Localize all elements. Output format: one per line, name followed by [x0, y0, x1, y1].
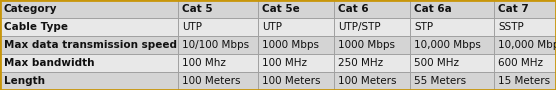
Bar — [0, 72, 556, 90]
Text: Max data transmission speed: Max data transmission speed — [4, 40, 177, 50]
Text: Length: Length — [4, 76, 45, 86]
Text: Cat 5: Cat 5 — [182, 4, 212, 14]
Text: UTP: UTP — [182, 22, 202, 32]
Text: UTP/STP: UTP/STP — [338, 22, 381, 32]
Text: Max bandwidth: Max bandwidth — [4, 58, 95, 68]
Text: 500 MHz: 500 MHz — [414, 58, 459, 68]
Text: 10/100 Mbps: 10/100 Mbps — [182, 40, 249, 50]
Text: Cat 7: Cat 7 — [498, 4, 529, 14]
Bar — [0, 54, 556, 72]
Bar — [0, 0, 556, 18]
Text: Cat 6a: Cat 6a — [414, 4, 451, 14]
Text: 250 MHz: 250 MHz — [338, 58, 383, 68]
Text: 100 MHz: 100 MHz — [262, 58, 307, 68]
Text: STP: STP — [414, 22, 433, 32]
Bar — [0, 36, 556, 54]
Text: 10,000 Mbps: 10,000 Mbps — [414, 40, 481, 50]
Text: 10,000 Mbps: 10,000 Mbps — [498, 40, 556, 50]
Text: UTP: UTP — [262, 22, 282, 32]
Text: 600 MHz: 600 MHz — [498, 58, 543, 68]
Text: 1000 Mbps: 1000 Mbps — [338, 40, 395, 50]
Bar — [0, 18, 556, 36]
Text: 100 Meters: 100 Meters — [338, 76, 396, 86]
Text: 100 Mhz: 100 Mhz — [182, 58, 226, 68]
Text: 55 Meters: 55 Meters — [414, 76, 466, 86]
Text: 100 Meters: 100 Meters — [262, 76, 320, 86]
Text: Cable Type: Cable Type — [4, 22, 68, 32]
Text: SSTP: SSTP — [498, 22, 524, 32]
Text: Category: Category — [4, 4, 57, 14]
Text: 1000 Mbps: 1000 Mbps — [262, 40, 319, 50]
Text: 15 Meters: 15 Meters — [498, 76, 550, 86]
Text: Cat 5e: Cat 5e — [262, 4, 300, 14]
Text: Cat 6: Cat 6 — [338, 4, 369, 14]
Text: 100 Meters: 100 Meters — [182, 76, 241, 86]
